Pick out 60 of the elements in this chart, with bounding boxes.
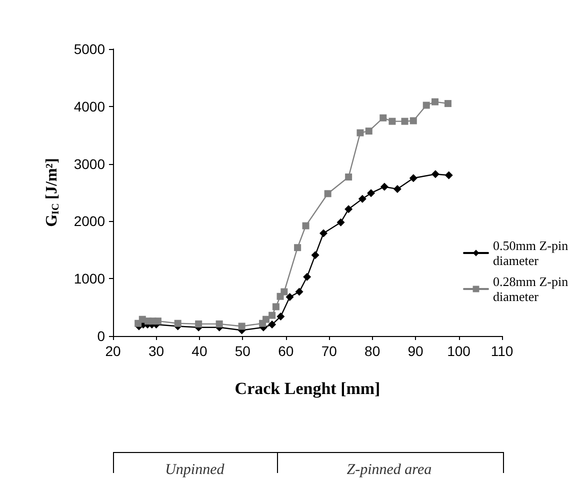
y-axis-title: GIC [J/m²] [44, 158, 62, 227]
text: Z-pinned area [346, 462, 433, 479]
point [344, 205, 353, 214]
point [365, 128, 372, 135]
y-tick-label: 4000 [74, 98, 106, 114]
point [401, 118, 408, 125]
legend-label: 0.28mm Z-pin diameter [493, 274, 572, 304]
point [311, 251, 320, 260]
y-tick-label: 5000 [74, 41, 106, 57]
x-tick-label: 40 [192, 343, 208, 359]
x-axis-title: Crack Lenght [mm] [234, 379, 380, 398]
x-tick-label: 80 [364, 343, 380, 359]
point [393, 185, 402, 194]
legend-label: 0.50mm Z-pin diameter [493, 238, 572, 268]
point [336, 218, 345, 226]
x-tick-label: 20 [105, 343, 121, 359]
y-tick-label: 0 [97, 328, 106, 344]
point [358, 194, 366, 203]
point [380, 182, 388, 191]
x-tick-label: 70 [321, 343, 338, 359]
y-tick-label: 2000 [74, 213, 106, 230]
point [238, 322, 246, 330]
point [268, 312, 276, 319]
point [302, 222, 310, 230]
point [276, 312, 285, 320]
point [272, 303, 280, 310]
y-tick-label: 3000 [74, 156, 106, 172]
x-tick-label: 100 [447, 343, 471, 359]
point [431, 170, 440, 178]
point [367, 189, 376, 198]
point [195, 320, 202, 328]
point [268, 320, 276, 329]
point [410, 117, 417, 124]
point [444, 100, 452, 108]
x-tick-label: 90 [408, 343, 424, 359]
point [319, 229, 328, 238]
point [432, 98, 439, 106]
point [280, 288, 288, 296]
x-tick-label: 110 [490, 343, 514, 359]
point [262, 316, 270, 323]
point [422, 102, 430, 109]
x-tick-label: 50 [234, 343, 251, 359]
point [303, 272, 312, 281]
point [356, 129, 364, 136]
text: Unpinned [164, 462, 226, 479]
point [294, 244, 302, 252]
point [286, 292, 294, 301]
y-tick-label: 1000 [74, 270, 106, 287]
point [444, 171, 453, 180]
point [216, 320, 223, 328]
point [324, 190, 332, 198]
x-tick-label: 30 [148, 343, 164, 359]
point [154, 318, 162, 325]
x-tick-label: 60 [278, 343, 294, 359]
point [380, 114, 387, 122]
point [409, 174, 418, 182]
point [295, 288, 304, 296]
point [174, 320, 182, 327]
point [345, 174, 352, 180]
point [388, 118, 396, 125]
